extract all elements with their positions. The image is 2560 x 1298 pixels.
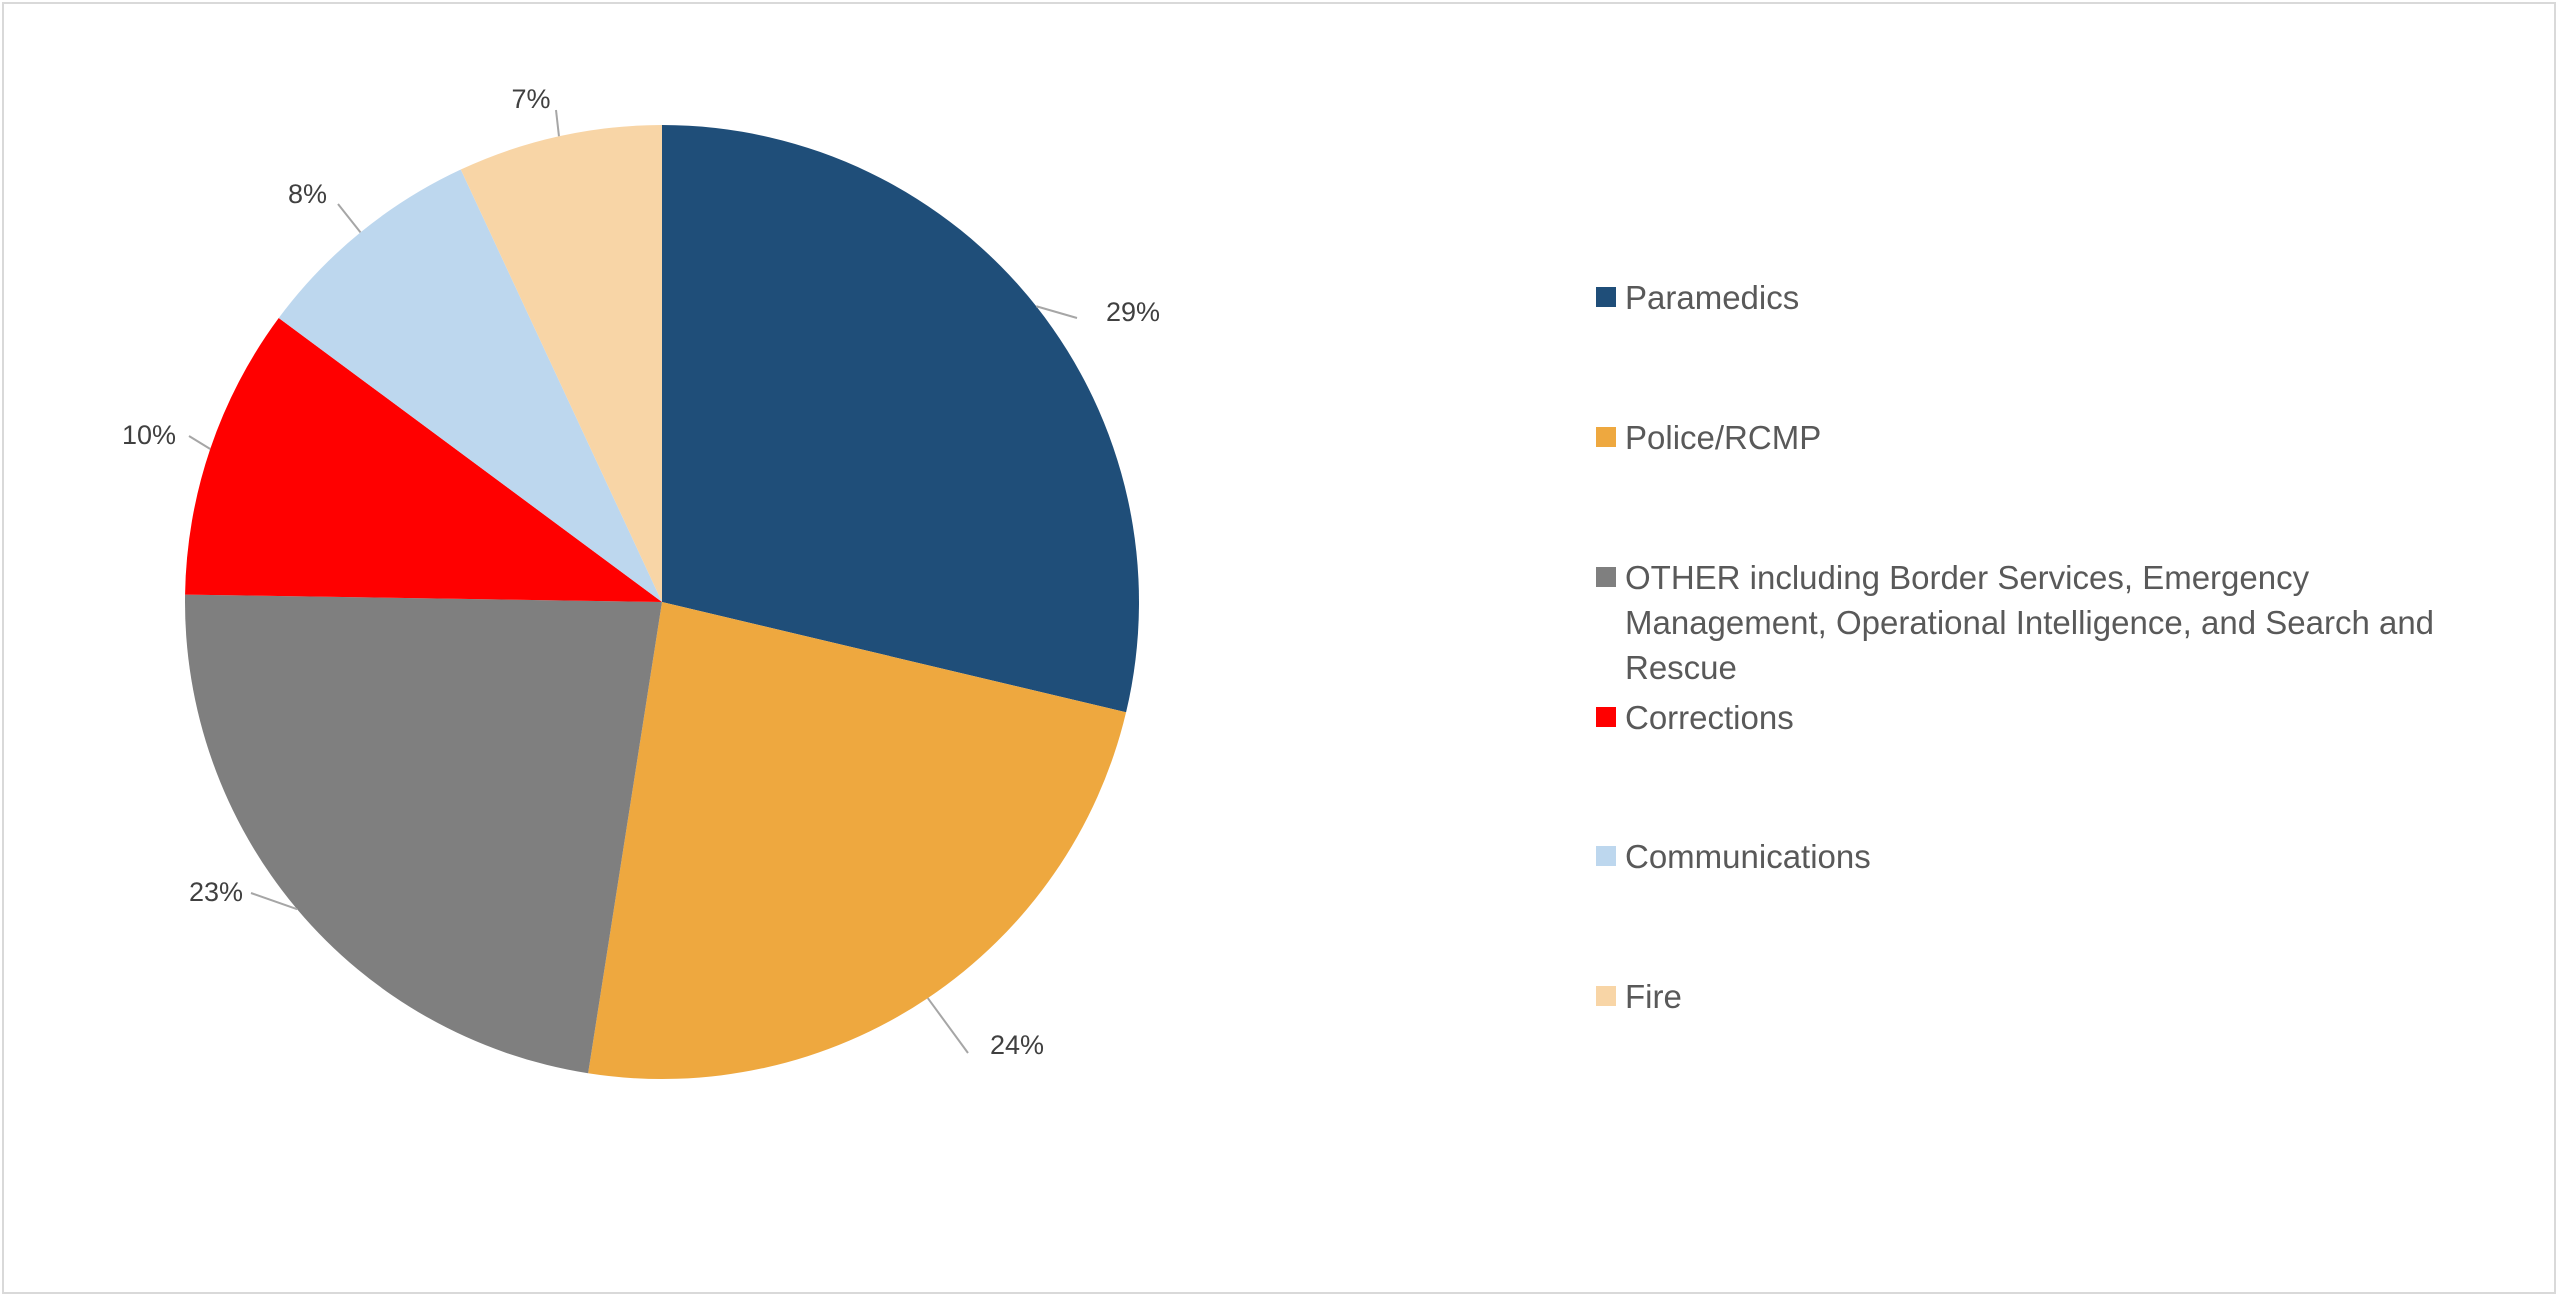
pie-slice-paramedics: [662, 125, 1139, 713]
legend-label: Communications: [1625, 838, 1871, 875]
leader-line: [250, 892, 298, 911]
pie-slice-police-rcmp: [588, 602, 1127, 1079]
legend-swatch: [1596, 986, 1616, 1006]
leader-line: [337, 203, 362, 234]
legend-swatch: [1596, 427, 1616, 447]
pie-slice-other-including: [184, 594, 662, 1074]
data-label: 23%: [189, 877, 243, 907]
data-labels: 29% 24% 23% 10% 8% 7%: [122, 84, 1160, 1060]
pie-slice-communications: [278, 169, 662, 603]
leader-line: [188, 435, 211, 450]
pie-slices: [184, 125, 1139, 1079]
data-label: 24%: [990, 1030, 1044, 1060]
legend-label: Corrections: [1625, 699, 1794, 736]
legend-label: Police/RCMP: [1625, 419, 1822, 456]
legend-swatch: [1596, 846, 1616, 866]
leader-lines: [188, 109, 1078, 1054]
data-label: 8%: [288, 179, 327, 209]
legend-swatch: [1596, 707, 1616, 727]
legend-label: OTHER including Border Services, Emergen…: [1625, 559, 2435, 686]
pie-slice-corrections: [185, 318, 663, 602]
legend-swatch: [1596, 287, 1616, 307]
legend-label: Fire: [1625, 978, 1682, 1015]
leader-line: [1035, 305, 1078, 319]
leader-line: [926, 997, 969, 1054]
pie-slice-fire: [460, 125, 662, 602]
data-label: 29%: [1106, 297, 1160, 327]
leader-line: [555, 109, 560, 137]
data-label: 7%: [511, 84, 550, 114]
data-label: 10%: [122, 420, 176, 450]
legend-label: Paramedics: [1625, 279, 1800, 316]
legend-swatch: [1596, 567, 1616, 587]
